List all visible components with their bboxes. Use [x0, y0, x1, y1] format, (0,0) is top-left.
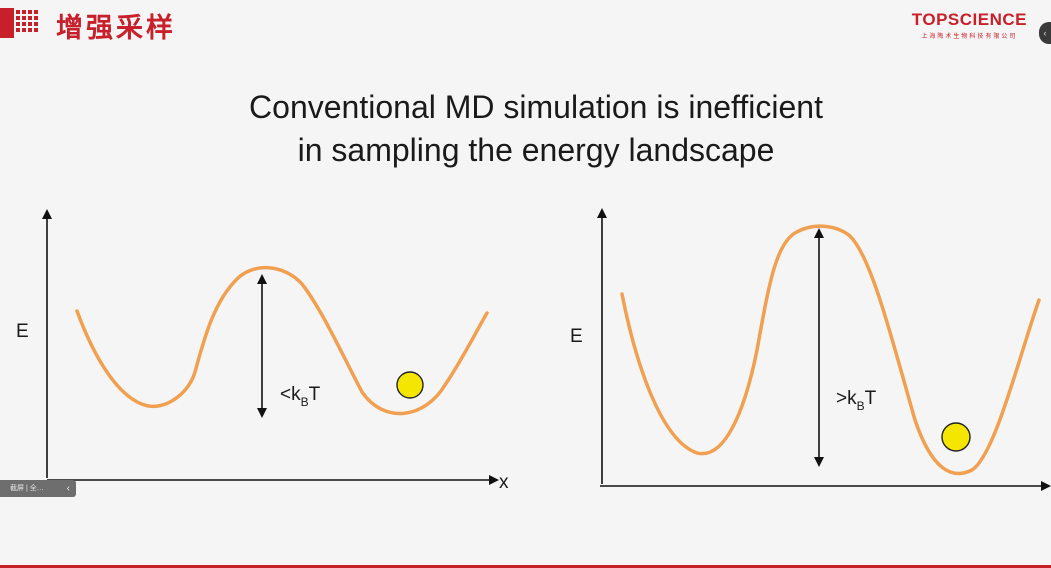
player-bar-text: 截屏 | 全… [10, 485, 44, 492]
right-diagram: E >kBT [570, 213, 1046, 486]
left-diagram: E x <kBT [16, 214, 509, 493]
left-x-axis-label: x [499, 472, 509, 493]
left-particle-ball [397, 372, 423, 398]
right-energy-curve [622, 226, 1039, 473]
player-control-bar[interactable]: 截屏 | 全… ‹ [0, 480, 76, 497]
right-particle-ball [942, 423, 970, 451]
right-y-axis-label: E [570, 326, 583, 347]
left-y-axis-label: E [16, 321, 29, 342]
right-barrier-label: >kBT [836, 388, 877, 413]
collapse-chevron-icon[interactable]: ‹ [67, 480, 70, 497]
left-barrier-label: <kBT [280, 384, 321, 409]
